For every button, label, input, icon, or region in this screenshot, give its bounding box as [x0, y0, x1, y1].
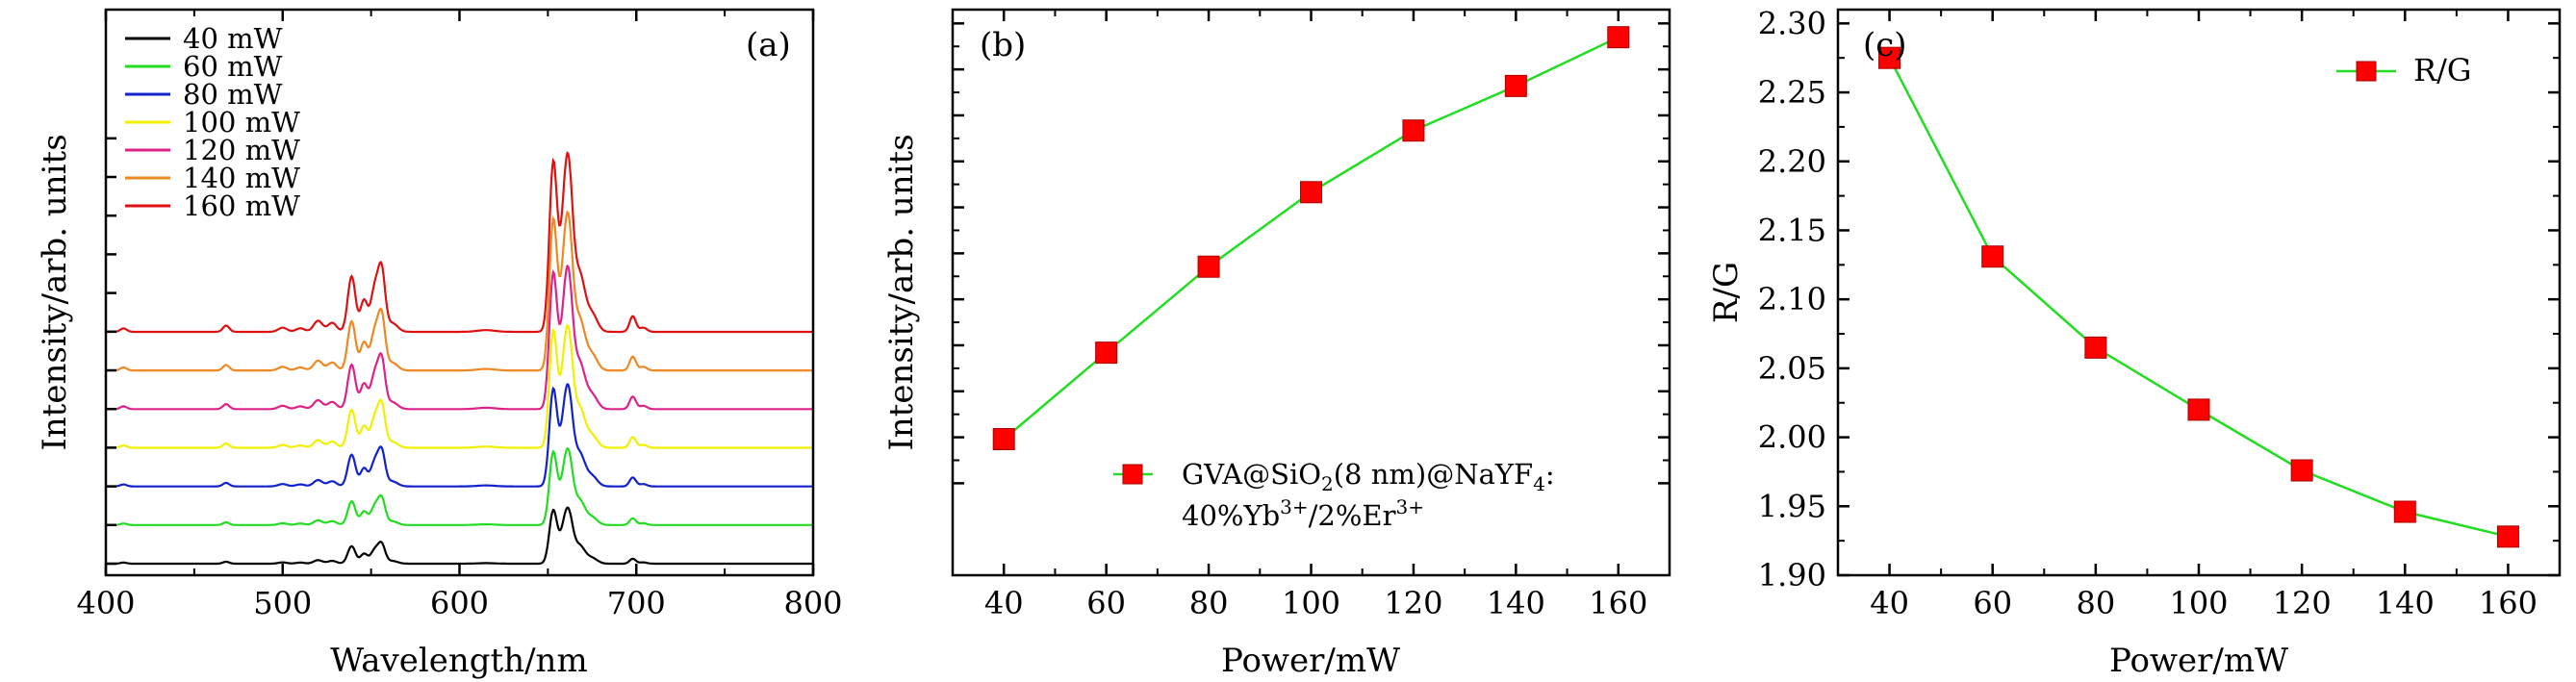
- y-tick-label: 2.25: [1758, 74, 1826, 111]
- legend-part: GVA@SiO: [1182, 458, 1321, 491]
- data-point: [1504, 74, 1527, 97]
- x-tick-label: 60: [1973, 585, 2012, 621]
- legend-text-line1: GVA@SiO2(8 nm)@NaYF4:: [1182, 458, 1555, 495]
- x-tick-label: 60: [1086, 585, 1126, 621]
- panel-label: (c): [1863, 26, 1907, 64]
- data-point: [2187, 398, 2210, 421]
- legend-item: 80 mW: [183, 78, 283, 111]
- data-point: [1197, 255, 1220, 278]
- legend-item: 120 mW: [183, 134, 300, 166]
- legend-superscript: 3+: [1280, 495, 1308, 518]
- spectrum-line: [106, 210, 813, 372]
- legend-text: R/G: [2413, 52, 2471, 88]
- x-tick-label: 500: [253, 585, 312, 621]
- legend-subscript: 4: [1533, 472, 1545, 495]
- spectrum-line: [106, 446, 813, 526]
- x-tick-label: 700: [607, 585, 666, 621]
- data-point: [2290, 459, 2313, 482]
- x-tick-label: 100: [1282, 585, 1340, 621]
- y-axis-label: Intensity/arb. units: [882, 134, 921, 450]
- y-tick-label: 1.90: [1758, 557, 1826, 594]
- x-tick-label: 40: [1870, 585, 1909, 621]
- y-ticks: [106, 137, 116, 566]
- series-line: [1888, 57, 2509, 539]
- x-axis-label: Power/mW: [2109, 642, 2288, 680]
- series-markers: [1878, 46, 2519, 548]
- x-tick-label: 80: [2076, 585, 2115, 621]
- y-tick-label: 2.20: [1758, 143, 1826, 180]
- x-ticks: 40 60 80 100 120 140 160: [1870, 10, 2538, 621]
- panel-c: 40 60 80 100 120 140 160 1.90 1.95 2.00 2.05 2.10 2…: [1707, 5, 2562, 680]
- y-axis-label: Intensity/arb. units: [36, 134, 74, 450]
- panel-label: (a): [746, 26, 791, 64]
- panel-a: 400 500 600 700 800 (a) Wavelength/nm Intens…: [36, 8, 843, 680]
- x-tick-label: 600: [430, 585, 489, 621]
- legend-item: 100 mW: [183, 106, 300, 139]
- legend-superscript: 3+: [1395, 495, 1423, 518]
- y-tick-label: 2.05: [1758, 350, 1826, 387]
- x-tick-label: 400: [76, 585, 135, 621]
- x-axis-label: Power/mW: [1221, 642, 1400, 680]
- spectrum-line: [106, 264, 813, 411]
- x-tick-label: 40: [984, 585, 1024, 621]
- data-point: [1981, 245, 2004, 268]
- y-tick-label: 2.10: [1758, 281, 1826, 317]
- legend-marker: [2356, 61, 2377, 82]
- x-tick-label: 160: [1589, 585, 1647, 621]
- x-axis-label: Wavelength/nm: [330, 642, 587, 680]
- data-point: [1402, 119, 1425, 142]
- y-axis-label: R/G: [1707, 262, 1746, 323]
- legend-item: 160 mW: [183, 189, 300, 222]
- x-ticks: 400 500 600 700 800: [76, 10, 843, 621]
- x-tick-label: 800: [783, 585, 842, 621]
- y-ticks: [953, 22, 1670, 485]
- data-point: [2084, 336, 2107, 359]
- data-point: [1095, 341, 1118, 365]
- spectrum-line: [106, 506, 813, 566]
- legend: R/G: [2336, 52, 2471, 88]
- legend-part: :: [1545, 458, 1555, 491]
- plot-frame: [1836, 8, 2562, 577]
- legend-marker: [1122, 464, 1143, 485]
- series-markers: [992, 26, 1630, 450]
- data-point: [1878, 46, 1901, 69]
- legend-item: 40 mW: [183, 22, 283, 55]
- legend-part: (8 nm)@NaYF: [1334, 458, 1533, 491]
- data-point: [2496, 525, 2519, 548]
- x-tick-label: 140: [1487, 585, 1545, 621]
- y-tick-label: 1.95: [1758, 488, 1826, 524]
- y-tick-label: 2.15: [1758, 212, 1826, 248]
- y-ticks: 1.90 1.95 2.00 2.05 2.10 2.15 2.20 2.25 2.30: [1758, 5, 2560, 594]
- panel-b: 40 60 80 100 120 140 160 (b) Power/mW Intensit…: [882, 8, 1671, 680]
- legend-subscript: 2: [1321, 472, 1334, 495]
- series-line: [1003, 36, 1620, 441]
- legend-item: 140 mW: [183, 162, 300, 194]
- legend-text-line2: 40%Yb3+/2%Er3+: [1182, 495, 1424, 532]
- panel-label: (b): [980, 26, 1026, 64]
- x-tick-label: 100: [2169, 585, 2228, 621]
- legend-part: /2%Er: [1309, 499, 1396, 532]
- spectrum-line: [106, 323, 813, 449]
- x-tick-label: 120: [1384, 585, 1442, 621]
- spectrum-line: [106, 151, 813, 334]
- spectra-curves: [106, 151, 813, 566]
- data-point: [2393, 500, 2416, 523]
- spectrum-line: [106, 383, 813, 488]
- y-tick-label: 2.00: [1758, 419, 1826, 456]
- x-tick-label: 160: [2479, 585, 2538, 621]
- y-tick-label: 2.30: [1758, 5, 1826, 41]
- x-ticks: 40 60 80 100 120 140 160: [984, 10, 1647, 621]
- legend: GVA@SiO2(8 nm)@NaYF4: 40%Yb3+/2%Er3+: [1113, 458, 1555, 532]
- legend-part: 40%Yb: [1182, 499, 1280, 532]
- x-tick-label: 140: [2376, 585, 2435, 621]
- data-point: [1300, 181, 1322, 204]
- legend-item: 60 mW: [183, 50, 283, 83]
- x-tick-label: 80: [1189, 585, 1229, 621]
- x-tick-label: 120: [2273, 585, 2332, 621]
- data-point: [992, 427, 1015, 450]
- data-point: [1607, 26, 1630, 49]
